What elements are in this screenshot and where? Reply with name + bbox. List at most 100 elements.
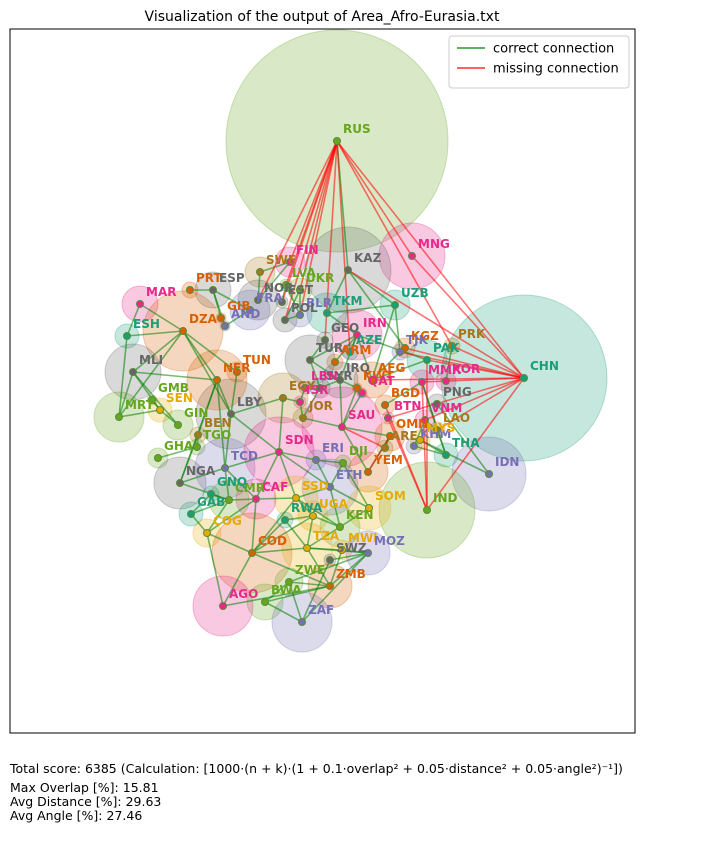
node-label: LVA [292, 266, 316, 280]
node-label: JOR [308, 399, 333, 413]
node-dot [408, 252, 416, 260]
connection [224, 413, 232, 469]
node-dot [225, 496, 233, 504]
connection [326, 312, 358, 336]
node-label: KWT [363, 369, 395, 383]
connection [216, 379, 226, 469]
connection [190, 499, 230, 515]
connection [404, 347, 525, 379]
node-label: MNG [418, 237, 450, 251]
node-label: MMR [428, 363, 461, 377]
node-dot [421, 416, 429, 424]
connection [436, 429, 447, 456]
connection [264, 601, 303, 623]
connection [339, 379, 343, 428]
node-label: IND [433, 491, 458, 505]
connection [284, 289, 301, 321]
node-dot [296, 286, 304, 294]
node-label: PAK [433, 341, 460, 355]
node-dot [396, 348, 404, 356]
node-label: PRK [458, 327, 486, 341]
node-label: SWZ [336, 541, 367, 555]
distance-value: 29.63 [126, 794, 162, 809]
node-label: GNQ [217, 475, 247, 489]
connection [288, 552, 369, 583]
connection [264, 585, 331, 603]
node-dot [136, 300, 144, 308]
connection [371, 359, 428, 381]
connection [278, 451, 297, 499]
connection [326, 304, 396, 314]
connection [295, 486, 331, 499]
connection [306, 547, 331, 587]
distance-line: Avg Distance [%]: 29.63 [10, 794, 161, 809]
node-label: GMB [158, 381, 189, 395]
node-label: GIN [184, 406, 208, 420]
node-dot [386, 432, 394, 440]
node-dot [520, 374, 528, 382]
node-label: BEN [204, 416, 231, 430]
node-label: MOZ [374, 534, 405, 548]
connection [336, 140, 351, 353]
node-dot [442, 377, 450, 385]
node-dot [416, 436, 424, 444]
node-label: CMR [235, 481, 265, 495]
node-dot [194, 431, 202, 439]
node-label: IDN [495, 455, 519, 469]
connection [251, 547, 308, 554]
node-dot [219, 602, 227, 610]
connection [329, 462, 344, 488]
connection [257, 271, 261, 301]
node-label: ARM [341, 343, 371, 357]
node-label: GIB [227, 299, 250, 313]
node-label: GAB [197, 495, 225, 509]
node-dot [365, 504, 373, 512]
connection [139, 303, 184, 332]
connection [387, 417, 428, 511]
node-label: BLR [306, 296, 332, 310]
node-dot [391, 301, 399, 309]
node-label: PNG [443, 385, 472, 399]
connection [118, 335, 128, 418]
score-line: Total score: 6385 (Calculation: [1000·(n… [9, 761, 623, 776]
node-dot [186, 286, 194, 294]
connection [309, 339, 326, 361]
connection [212, 289, 251, 311]
connection [284, 519, 308, 549]
node-dot [410, 442, 418, 450]
node-label: ZMB [336, 567, 366, 581]
connection [179, 434, 199, 484]
connection [224, 467, 257, 500]
node-dot [433, 400, 441, 408]
node-dot [321, 336, 329, 344]
node-label: ISR [306, 383, 328, 397]
connection [312, 515, 341, 528]
node-label: CAF [262, 480, 288, 494]
node-dot [281, 316, 289, 324]
connection [356, 334, 373, 381]
node-label: LBY [237, 395, 262, 409]
node-label: POL [291, 301, 318, 315]
connection [284, 140, 338, 321]
node-label: TGO [203, 428, 231, 442]
angle-value: 27.46 [107, 808, 143, 823]
connection [334, 334, 358, 363]
connection [182, 330, 238, 373]
connection [424, 377, 525, 421]
node-dot [418, 378, 426, 386]
node-label: TUN [243, 353, 271, 367]
connection [341, 426, 391, 437]
node-dot [233, 368, 241, 376]
node-dot [193, 443, 201, 451]
node-dot [301, 384, 309, 392]
node-label: FIN [296, 243, 319, 257]
node-dot [275, 448, 283, 456]
node-dot [254, 296, 262, 304]
connection [299, 140, 338, 291]
connection [179, 467, 226, 484]
connection [436, 377, 525, 431]
connection [329, 486, 341, 528]
connection [288, 581, 331, 587]
node-label: BGD [391, 386, 420, 400]
